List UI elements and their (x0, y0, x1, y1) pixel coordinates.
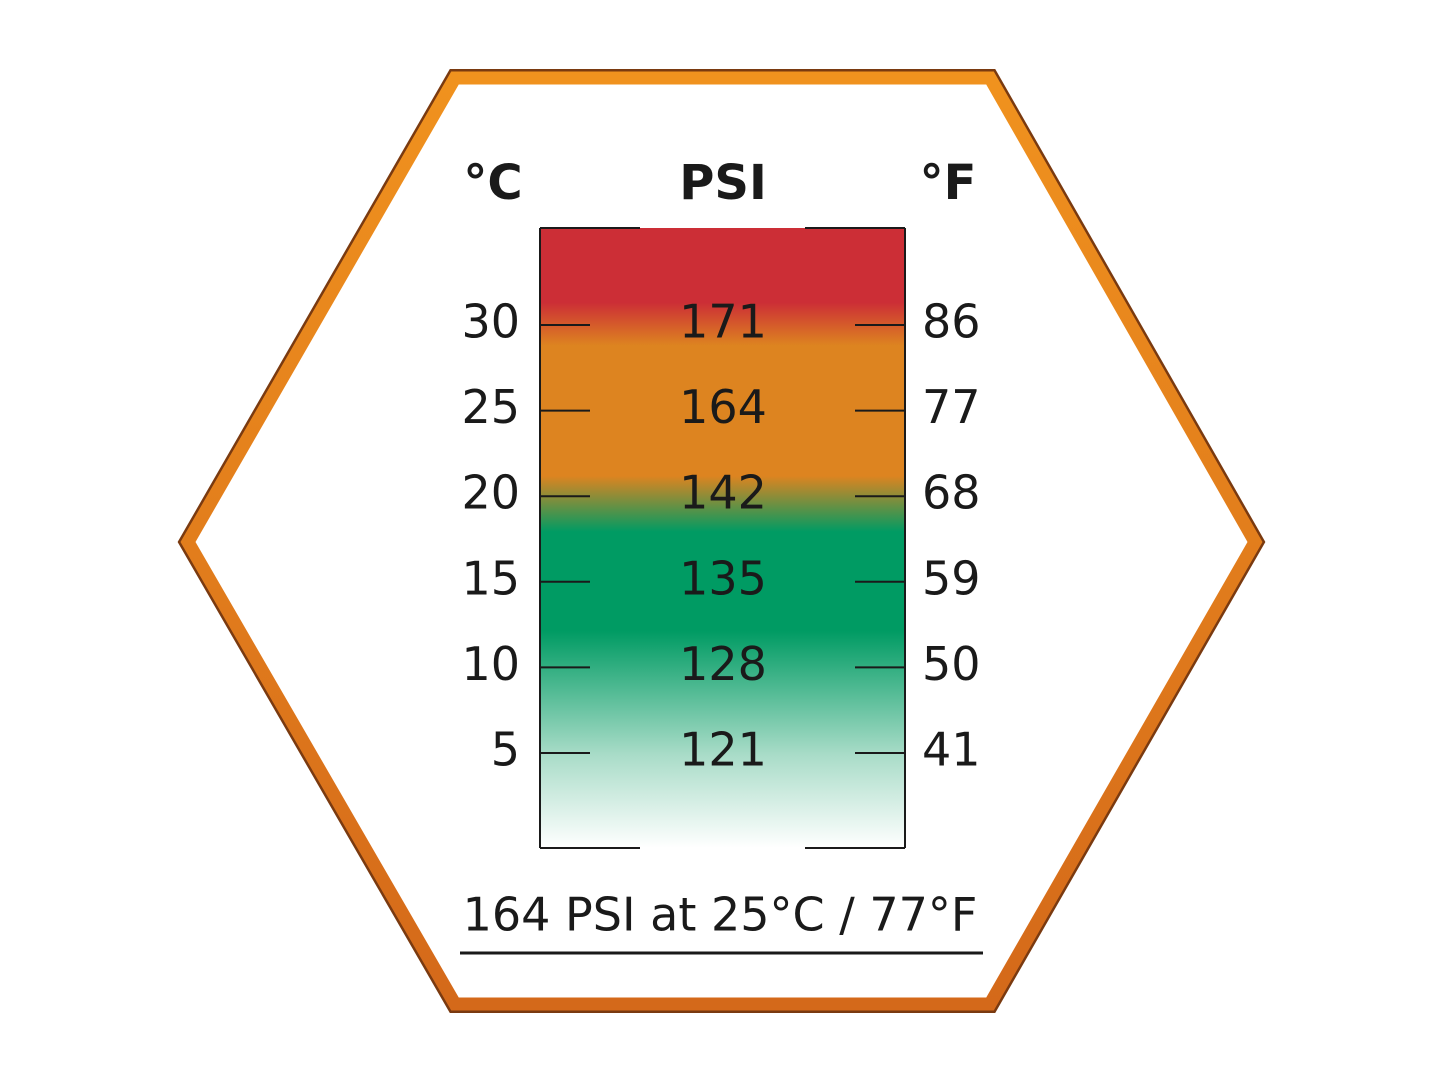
fahrenheit-value: 86 (922, 295, 981, 349)
psi-value: 171 (679, 295, 767, 349)
celsius-value: 10 (461, 637, 520, 691)
fahrenheit-value: 41 (922, 723, 981, 777)
celsius-value: 15 (461, 551, 520, 605)
celsius-value: 5 (491, 723, 520, 777)
fahrenheit-value: 77 (922, 380, 981, 434)
color-scale (540, 228, 905, 848)
psi-value: 164 (679, 380, 767, 434)
psi-header: PSI (679, 155, 767, 211)
scale-frame (539, 227, 906, 849)
celsius-value: 25 (461, 380, 520, 434)
celsius-value: 20 (461, 466, 520, 520)
celsius-header: °C (463, 155, 522, 211)
footer-note: 164 PSI at 25°C / 77°F (463, 888, 978, 942)
psi-value: 121 (679, 723, 767, 777)
fahrenheit-header: °F (920, 155, 977, 211)
psi-value: 128 (679, 637, 767, 691)
fahrenheit-value: 50 (922, 637, 981, 691)
fahrenheit-value: 68 (922, 466, 981, 520)
psi-value: 135 (679, 551, 767, 605)
celsius-value: 30 (461, 295, 520, 349)
rows: 30 171 86 25 164 77 20 142 68 15 135 59 10 128 50 5 121 4… (461, 295, 980, 777)
fahrenheit-value: 59 (922, 551, 981, 605)
psi-value: 142 (679, 466, 767, 520)
